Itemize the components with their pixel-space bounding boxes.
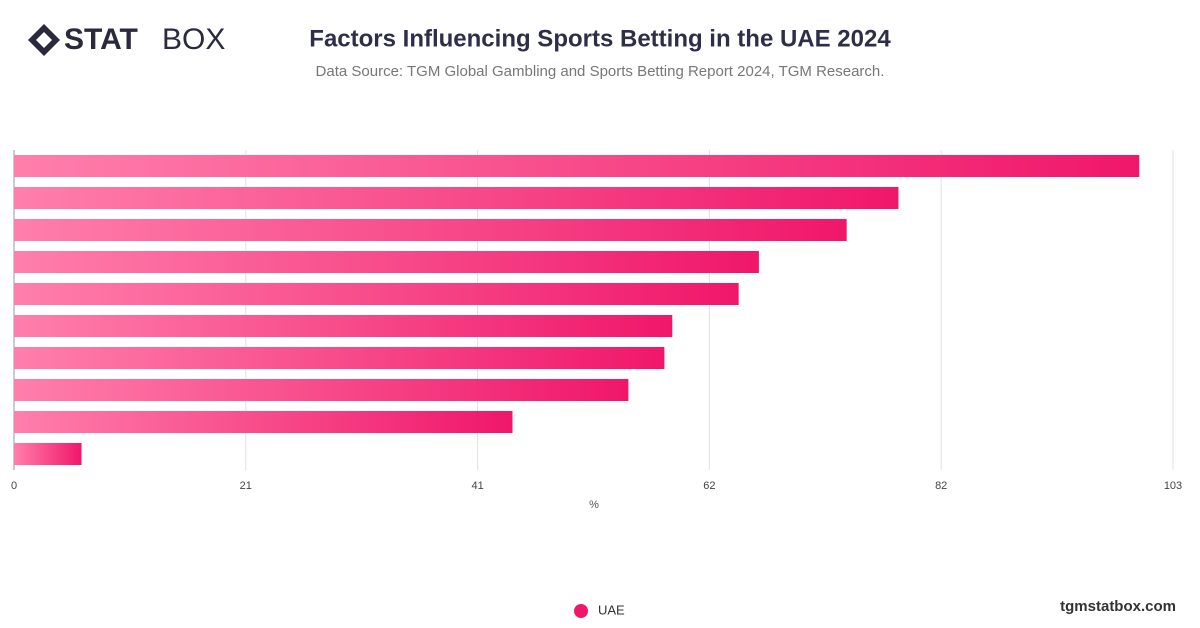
bar [14,187,899,209]
bar [14,283,739,305]
footer: tgmstatbox.com [1060,598,1176,615]
x-axis-label: % [589,499,599,511]
chart-subtitle: Data Source: TGM Global Gambling and Spo… [316,63,885,80]
bar [14,315,673,337]
x-tick-label: 82 [935,480,947,492]
bar [14,251,759,273]
x-tick-label: 41 [471,480,483,492]
x-tick-label: 62 [703,480,715,492]
bar [14,155,1140,177]
logo-light: BOX [162,23,225,56]
legend-swatch [574,604,588,618]
bar [14,347,665,369]
bar [14,411,513,433]
logo: STAT BOX [28,23,225,56]
x-tick-label: 103 [1164,480,1182,492]
bar [14,443,82,465]
x-tick-label: 0 [11,480,17,492]
bar [14,379,629,401]
bar [14,219,847,241]
chart-title: Factors Influencing Sports Betting in th… [309,25,891,52]
x-tick-label: 21 [240,480,252,492]
logo-bold: STAT [64,23,138,56]
legend-label: UAE [598,602,625,617]
plot: 0 21 41 62 82 103 UAE [11,150,1182,618]
